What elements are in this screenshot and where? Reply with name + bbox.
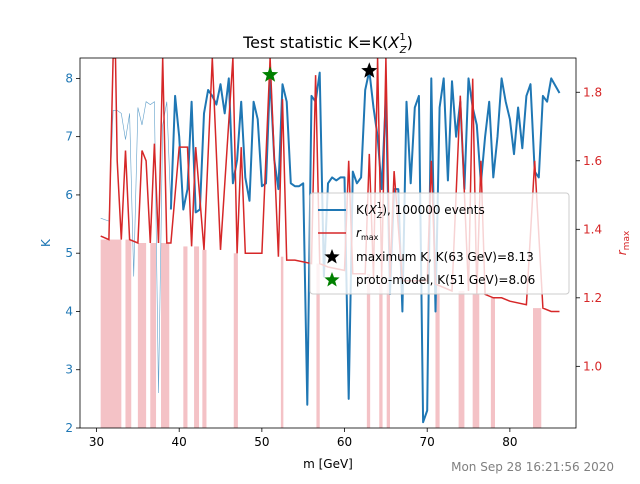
- y-left-tick-label: 5: [65, 246, 73, 260]
- shaded-region-15: [458, 290, 465, 428]
- shaded-regions: [100, 239, 542, 428]
- y-left-axis-ticks: 2 3 4 5 6 7 8: [65, 71, 80, 435]
- x-axis-label: m [GeV]: [303, 457, 353, 471]
- y-right-tick-label: 1.6: [583, 154, 602, 168]
- legend-proto-star: [324, 272, 340, 287]
- x-axis-ticks: 30 40 50 60 70 80: [89, 428, 518, 449]
- shaded-region-5: [183, 246, 188, 428]
- shaded-region-11: [366, 273, 371, 428]
- y-right-axis-label: rmax: [615, 230, 632, 255]
- y-left-tick-label: 4: [65, 304, 73, 318]
- chart-title: Test statistic K=K(X1 Z): [242, 32, 413, 56]
- y-right-axis-ticks: 1.0 1.2 1.4 1.6 1.8: [576, 85, 602, 373]
- x-tick-label: 50: [254, 435, 269, 449]
- legend-k-label: K(X1 Z), 100000 events: [356, 201, 485, 220]
- shaded-region-1: [125, 239, 132, 428]
- shaded-region-8: [233, 253, 238, 428]
- timestamp: Mon Sep 28 16:21:56 2020: [451, 460, 614, 474]
- shaded-region-16: [472, 294, 480, 428]
- y-right-tick-label: 1.2: [583, 291, 602, 305]
- legend-rmax-label: rmax: [356, 226, 379, 242]
- shaded-region-4: [161, 243, 170, 428]
- x-tick-label: 60: [337, 435, 352, 449]
- y-left-axis-label: K: [39, 238, 53, 247]
- legend: K(X1 Z), 100000 events rmax maximum K, K(…: [309, 192, 570, 295]
- x-tick-label: 40: [172, 435, 187, 449]
- legend-max-label: maximum K, K(63 GeV)=8.13: [356, 250, 534, 264]
- shaded-region-18: [533, 308, 542, 428]
- legend-max-star: [324, 249, 340, 264]
- shaded-region-3: [150, 243, 157, 428]
- shaded-region-7: [202, 249, 207, 428]
- x-tick-label: 70: [420, 435, 435, 449]
- y-left-tick-label: 2: [65, 421, 73, 435]
- y-left-tick-label: 7: [65, 130, 73, 144]
- shaded-region-6: [194, 246, 200, 428]
- x-tick-label: 30: [89, 435, 104, 449]
- shaded-region-13: [386, 277, 390, 428]
- plot-frame: [79, 57, 577, 429]
- shaded-region-17: [490, 297, 495, 428]
- y-right-tick-label: 1.0: [583, 359, 602, 373]
- y-right-tick-label: 1.8: [583, 85, 602, 99]
- shaded-region-12: [379, 277, 383, 428]
- y-left-tick-label: 6: [65, 188, 73, 202]
- shaded-region-9: [280, 256, 284, 428]
- shaded-region-0: [100, 239, 122, 428]
- shaded-region-10: [316, 263, 320, 428]
- x-tick-label: 80: [502, 435, 517, 449]
- marker-star-0: [361, 62, 378, 78]
- legend-box: [309, 192, 570, 295]
- marker-star-1: [262, 66, 279, 82]
- shaded-region-14: [435, 284, 440, 428]
- y-left-tick-label: 8: [65, 71, 73, 85]
- y-right-tick-label: 1.4: [583, 222, 602, 236]
- y-left-tick-label: 3: [65, 363, 73, 377]
- shaded-region-2: [137, 243, 147, 428]
- markers: [262, 62, 378, 82]
- legend-proto-label: proto-model, K(51 GeV)=8.06: [356, 273, 535, 287]
